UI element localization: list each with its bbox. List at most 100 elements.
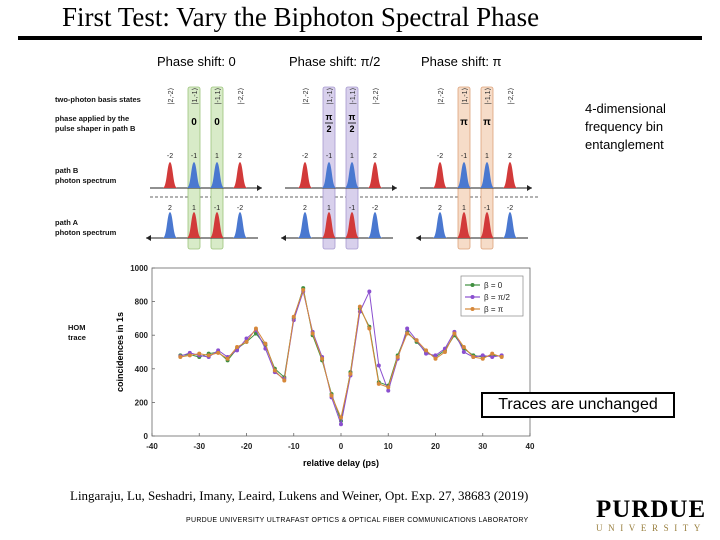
data-point — [291, 314, 296, 319]
logo-word: PURDUE — [596, 496, 707, 523]
spectrum-peak — [233, 212, 247, 238]
data-point — [367, 289, 372, 294]
label-basis: two-photon basis states — [55, 95, 141, 104]
data-point — [310, 331, 315, 336]
y-tick-label: 1000 — [130, 264, 148, 273]
data-point — [348, 371, 353, 376]
pathA-bin-label: -1 — [484, 205, 490, 212]
basis-state-label: |1,-1⟩ — [326, 87, 334, 104]
chart-legend: β = 0 β = π/2 β = π — [460, 275, 524, 317]
spectrum-peak — [163, 162, 177, 188]
data-point — [244, 336, 249, 341]
x-tick-label: 20 — [431, 442, 440, 451]
pathB-bin-label: 1 — [215, 153, 219, 160]
data-point — [471, 355, 476, 360]
spectra-panels: |2,-2⟩ |1,-1⟩ |-1,1⟩ |-2,2⟩0 0-2 -1 1 22 1 -1 -2|2… — [146, 86, 532, 250]
data-point — [414, 338, 419, 343]
pathA-bin-label: 1 — [192, 205, 196, 212]
spectrum-peak — [345, 212, 359, 238]
pathB-bin-label: 2 — [373, 153, 377, 160]
pathB-bin-label: -1 — [326, 153, 332, 160]
purdue-logo: PURDUE UNIVERSITY — [596, 497, 714, 539]
spectrum-peak — [368, 212, 382, 238]
data-point — [225, 356, 230, 361]
legend-marker — [470, 283, 475, 287]
title-underline — [18, 36, 702, 40]
basis-state-label: |2,-2⟩ — [437, 87, 445, 104]
phase-value: π — [483, 117, 491, 128]
spectrum-peak — [187, 212, 201, 238]
data-point — [442, 350, 447, 354]
spectrum-peak — [503, 212, 517, 238]
data-point — [405, 331, 410, 336]
spectrum-peak — [163, 212, 177, 238]
data-point — [272, 368, 277, 373]
phase-label-pi: Phase shift: π — [421, 54, 502, 69]
label-pathA-2: photon spectrum — [55, 228, 117, 237]
phase-value: 0 — [214, 117, 220, 128]
panel-1: |2,-2⟩ |1,-1⟩ |-1,1⟩ |-2,2⟩ π 2 π 2 -2 -1 1 2 2 1 -1 -2 — [281, 86, 397, 250]
pathA-bin-label: -2 — [507, 205, 513, 212]
legend-label: β = 0 — [484, 281, 503, 290]
y-tick-label: 600 — [135, 331, 149, 340]
label-pathA-1: path A — [55, 218, 79, 227]
logo-sub: UNIVERSITY — [596, 523, 706, 533]
data-point — [301, 287, 306, 292]
basis-state-label: |1,-1⟩ — [461, 87, 469, 104]
arrow-left-icon — [146, 235, 151, 241]
x-tick-label: -10 — [288, 442, 300, 451]
series-line — [180, 288, 502, 423]
data-point — [357, 304, 362, 309]
pathA-bin-label: -2 — [372, 205, 378, 212]
slide-title: First Test: Vary the Biphoton Spectral P… — [62, 2, 540, 32]
data-point — [197, 351, 202, 356]
data-point — [235, 344, 240, 349]
arrow-right-icon — [527, 185, 532, 191]
spectrum-peak — [457, 212, 471, 238]
pathB-bin-label: -2 — [302, 153, 308, 160]
data-point — [235, 348, 240, 353]
x-tick-label: 40 — [526, 442, 535, 451]
phase-value: 2 — [326, 124, 331, 134]
data-point — [178, 355, 183, 360]
data-point — [187, 353, 192, 358]
label-phase-2: pulse shaper in path B — [55, 124, 136, 133]
pathB-bin-label: 1 — [350, 153, 354, 160]
basis-state-label: |-2,2⟩ — [237, 87, 245, 104]
basis-state-label: |-1,1⟩ — [349, 87, 357, 104]
data-point — [339, 422, 343, 427]
arrow-right-icon — [392, 185, 397, 191]
data-point — [329, 393, 334, 398]
spectrum-peak — [210, 212, 224, 238]
y-axis-ticks: 0 200 400 600 800 1000 — [130, 264, 155, 441]
data-point — [206, 353, 211, 358]
data-point — [282, 378, 287, 383]
pathB-bin-label: -1 — [461, 153, 467, 160]
y-tick-label: 400 — [135, 365, 149, 374]
pathA-bin-label: 2 — [303, 205, 307, 212]
x-tick-label: -20 — [241, 442, 253, 451]
data-point — [452, 331, 457, 336]
arrow-left-icon — [281, 235, 286, 241]
data-point — [386, 388, 391, 393]
data-point — [480, 356, 485, 361]
pathA-bin-label: -2 — [237, 205, 243, 212]
series-line — [180, 288, 502, 420]
spectrum-peak — [457, 162, 471, 188]
spectrum-peak — [233, 162, 247, 188]
label-pathB-1: path B — [55, 166, 79, 175]
x-tick-label: -40 — [146, 442, 158, 451]
chart-series — [178, 286, 504, 427]
phase-value: π — [326, 112, 333, 122]
legend-marker — [470, 295, 475, 299]
label-phase-1: phase applied by the — [55, 114, 129, 123]
pathB-bin-label: -2 — [437, 153, 443, 160]
spectrum-peak — [322, 212, 336, 238]
data-point — [263, 341, 268, 346]
spectrum-peak — [433, 212, 447, 238]
y-tick-label: 800 — [135, 298, 149, 307]
data-point — [367, 326, 372, 331]
callout-box: Traces are unchanged — [481, 392, 675, 418]
legend-marker — [470, 307, 475, 311]
pathA-bin-label: 2 — [168, 205, 172, 212]
